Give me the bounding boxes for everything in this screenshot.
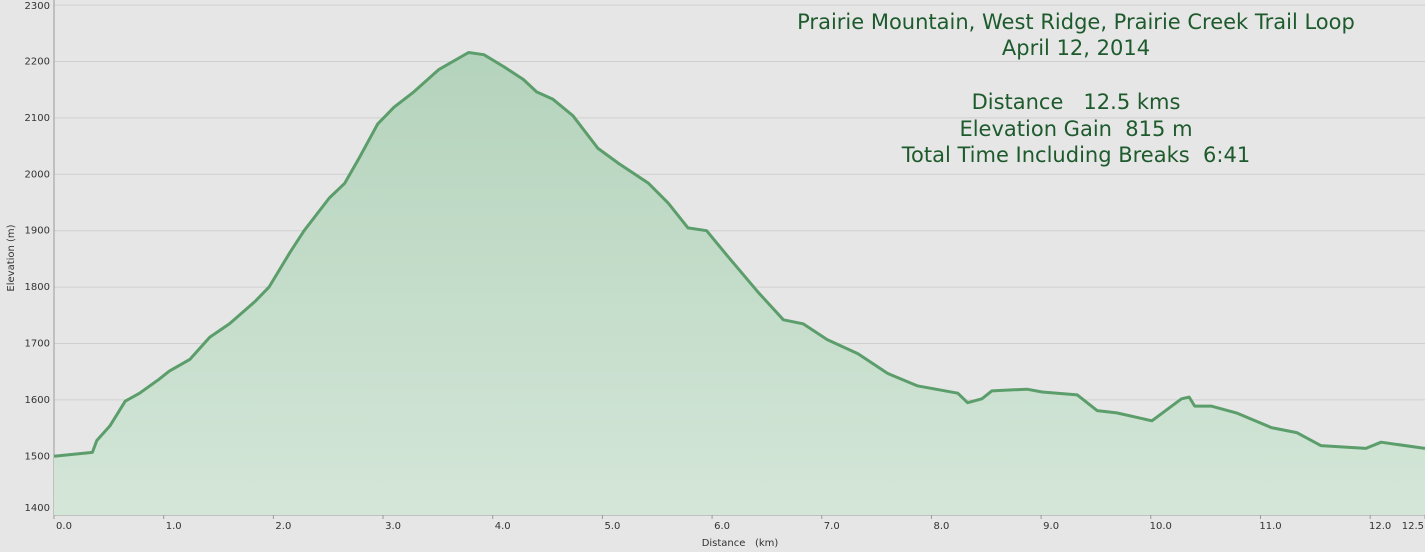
x-tick-label: 12.5 — [1402, 521, 1424, 532]
x-tick-label: 9.0 — [1043, 521, 1059, 532]
x-axis-label: Distance (km) — [702, 538, 779, 549]
x-tick-label: 4.0 — [495, 521, 511, 532]
y-tick-label: 1900 — [25, 226, 50, 237]
x-tick-label: 12.0 — [1369, 521, 1391, 532]
x-tick-label: 2.0 — [275, 521, 291, 532]
x-tick-label: 11.0 — [1259, 521, 1281, 532]
x-tick-label: 3.0 — [385, 521, 401, 532]
y-tick-label: 1800 — [25, 282, 50, 293]
y-tick-label: 2100 — [25, 113, 50, 124]
y-tick-label: 1500 — [25, 451, 50, 462]
x-tick-label: 5.0 — [604, 521, 620, 532]
y-tick-label: 1600 — [25, 395, 50, 406]
annotation: Total Time Including Breaks 6:41 — [901, 143, 1250, 167]
x-tick-label: 10.0 — [1150, 521, 1172, 532]
chart-title: Prairie Mountain, West Ridge, Prairie Cr… — [797, 10, 1355, 34]
y-tick-label: 2000 — [25, 169, 50, 180]
y-tick-label: 1400 — [25, 503, 50, 514]
y-axis-label: Elevation (m) — [6, 224, 17, 291]
y-tick-label: 2300 — [25, 1, 50, 12]
x-tick-label: 7.0 — [824, 521, 840, 532]
y-tick-label: 1700 — [25, 339, 50, 350]
annotation: Elevation Gain 815 m — [959, 117, 1192, 141]
x-tick-label: 8.0 — [933, 521, 949, 532]
chart-subtitle: April 12, 2014 — [1002, 36, 1150, 60]
y-tick-label: 2200 — [25, 56, 50, 67]
x-tick-label: 1.0 — [166, 521, 182, 532]
annotation: Distance 12.5 kms — [972, 90, 1181, 114]
elevation-line — [53, 51, 1425, 458]
x-tick-label: 6.0 — [714, 521, 730, 532]
x-tick-label: 0.0 — [56, 521, 72, 532]
